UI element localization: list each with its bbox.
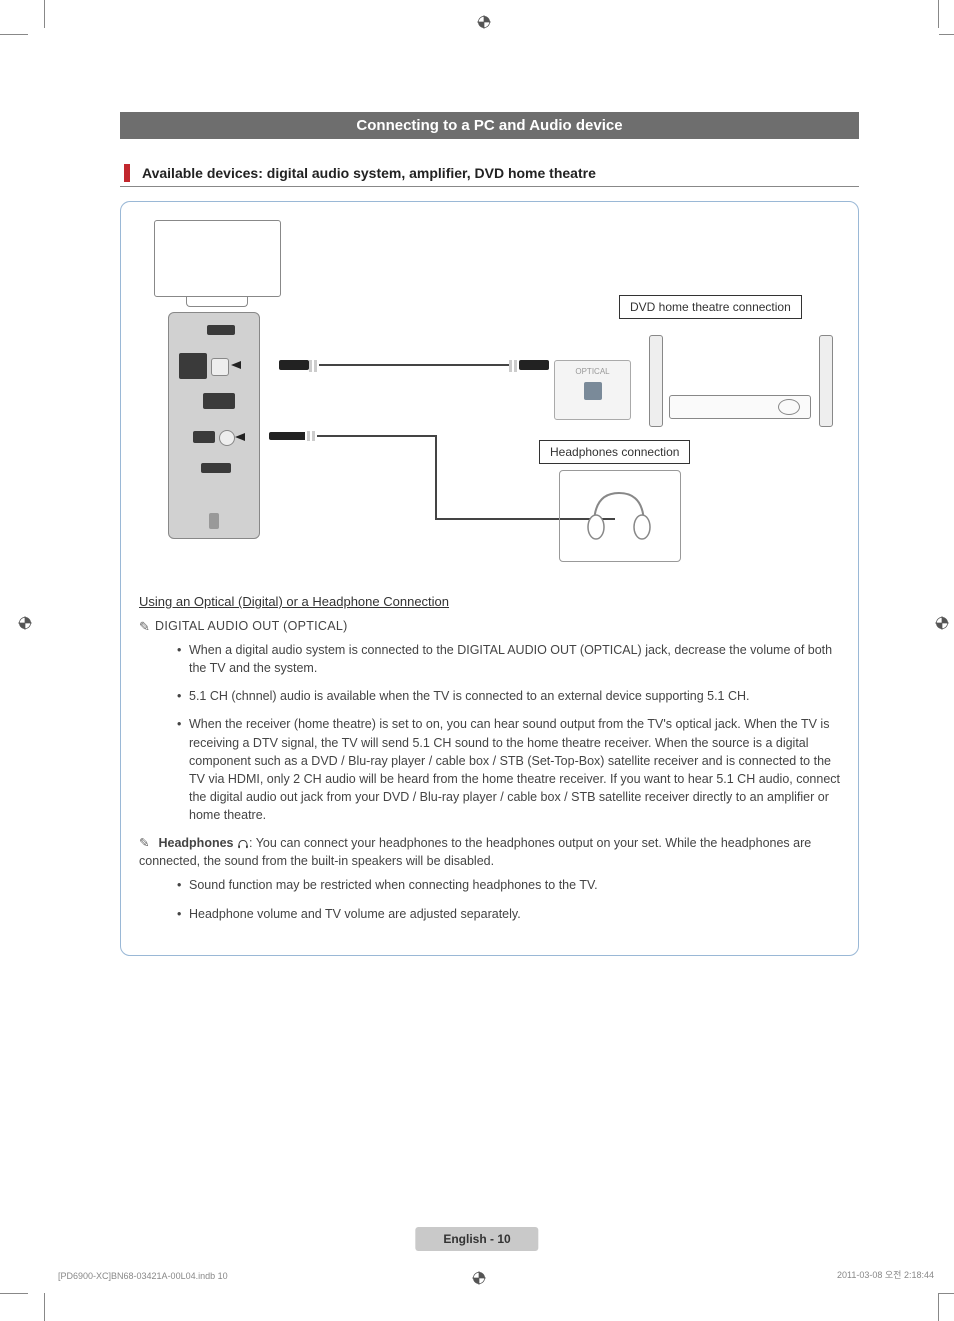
list-item: Sound function may be restricted when co…: [177, 876, 840, 894]
optical-cable-icon: [319, 364, 509, 366]
subheading-text: Available devices: digital audio system,…: [142, 165, 596, 181]
headphone-plug-icon: [269, 432, 305, 440]
headphone-cable-icon: [435, 435, 437, 520]
connection-diagram: OPTICAL DVD home theatre connection Head…: [139, 220, 840, 590]
arrow-icon: [231, 361, 241, 369]
headphone-cable-icon: [317, 435, 437, 437]
connection-type-heading: Using an Optical (Digital) or a Headphon…: [139, 594, 840, 609]
heading-marker-icon: [124, 164, 130, 182]
page-language-footer: English - 10: [415, 1227, 538, 1251]
plug-detail-icon: [509, 360, 512, 372]
tv-stand-icon: [186, 296, 248, 307]
list-item: When the receiver (home theatre) is set …: [177, 715, 840, 824]
optical-plug-icon: [519, 360, 549, 370]
tv-back-panel: [168, 312, 260, 539]
digital-audio-list: When a digital audio system is connected…: [177, 641, 840, 824]
headphones-icon: [584, 485, 654, 545]
optical-jack-icon: [584, 382, 602, 400]
headphone-jack-icon: [219, 430, 235, 446]
bottom-port-icon: [209, 513, 219, 529]
list-item: 5.1 CH (chnnel) audio is available when …: [177, 687, 840, 705]
speaker-icon: [649, 335, 663, 427]
dvd-connection-label: DVD home theatre connection: [619, 295, 802, 319]
usb1-port-icon: [203, 393, 235, 409]
list-item: Headphone volume and TV volume are adjus…: [177, 905, 840, 923]
plug-detail-icon: [514, 360, 517, 372]
registration-mark-icon: [18, 616, 32, 630]
hdmi-port-icon: [201, 463, 231, 473]
note-icon: ✎: [139, 619, 153, 635]
headphone-label-icon: [193, 431, 215, 443]
optical-plug-icon: [279, 360, 309, 370]
receiver-optical-port: OPTICAL: [554, 360, 631, 420]
plug-detail-icon: [314, 360, 317, 372]
usb2-port-icon: [207, 325, 235, 335]
optical-jack-icon: [211, 358, 229, 376]
tv-icon: [154, 220, 281, 297]
optical-port-label: OPTICAL: [555, 367, 630, 376]
registration-mark-icon: [477, 15, 491, 29]
section-header: Connecting to a PC and Audio device: [120, 112, 859, 139]
registration-mark-icon: [935, 616, 949, 630]
headphones-paragraph: ✎ Headphones : You can connect your head…: [139, 834, 840, 870]
headphones-small-icon: [237, 838, 249, 850]
diagram-container: OPTICAL DVD home theatre connection Head…: [120, 201, 859, 956]
subheading-row: Available devices: digital audio system,…: [120, 164, 859, 187]
arrow-icon: [235, 433, 245, 441]
plug-detail-icon: [312, 431, 315, 441]
digital-audio-title: DIGITAL AUDIO OUT (OPTICAL): [155, 619, 348, 635]
registration-mark-icon: [472, 1271, 486, 1285]
plug-detail-icon: [307, 431, 310, 441]
footer-timestamp: 2011-03-08 오전 2:18:44: [837, 1268, 934, 1281]
optical-label-icon: [179, 353, 207, 379]
speaker-icon: [819, 335, 833, 427]
plug-detail-icon: [309, 360, 312, 372]
note-icon: ✎: [139, 834, 153, 852]
headphones-connection-label: Headphones connection: [539, 440, 690, 464]
disc-icon: [778, 399, 800, 415]
headphones-list: Sound function may be restricted when co…: [177, 876, 840, 922]
list-item: When a digital audio system is connected…: [177, 641, 840, 677]
dvd-player-icon: [669, 395, 811, 419]
footer-filename: [PD6900-XC]BN68-03421A-00L04.indb 10: [58, 1271, 228, 1281]
headphones-title: Headphones: [158, 836, 233, 850]
